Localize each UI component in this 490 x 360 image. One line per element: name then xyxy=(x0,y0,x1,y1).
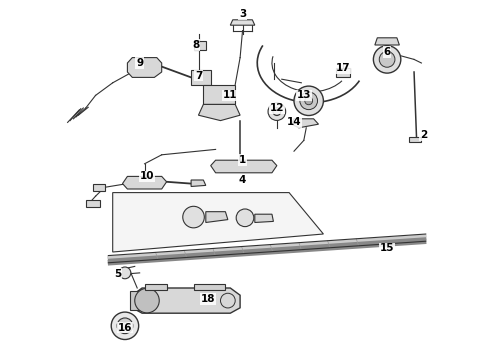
Circle shape xyxy=(379,51,395,67)
Polygon shape xyxy=(191,180,206,186)
Circle shape xyxy=(220,293,235,308)
Text: 14: 14 xyxy=(287,117,301,127)
Text: 15: 15 xyxy=(380,243,394,253)
Text: 3: 3 xyxy=(239,9,246,19)
Polygon shape xyxy=(127,58,162,77)
Text: 1: 1 xyxy=(239,155,246,165)
Circle shape xyxy=(305,97,313,105)
Polygon shape xyxy=(336,68,350,77)
Text: 8: 8 xyxy=(193,40,199,50)
Circle shape xyxy=(268,103,286,120)
Text: 18: 18 xyxy=(201,294,216,304)
Polygon shape xyxy=(375,38,399,45)
Text: 16: 16 xyxy=(118,323,132,333)
Text: 11: 11 xyxy=(223,90,238,100)
Circle shape xyxy=(273,108,281,116)
Polygon shape xyxy=(194,41,206,50)
Circle shape xyxy=(300,92,318,109)
Text: 5: 5 xyxy=(114,269,121,279)
Circle shape xyxy=(183,206,204,228)
Text: 7: 7 xyxy=(195,71,202,81)
Circle shape xyxy=(373,46,401,73)
Polygon shape xyxy=(132,288,240,313)
Text: 12: 12 xyxy=(270,103,284,113)
Text: 9: 9 xyxy=(136,58,143,68)
Polygon shape xyxy=(292,119,319,128)
Polygon shape xyxy=(113,193,323,252)
Circle shape xyxy=(119,267,131,279)
Polygon shape xyxy=(198,104,240,121)
Polygon shape xyxy=(145,284,167,290)
Polygon shape xyxy=(255,214,273,222)
Polygon shape xyxy=(93,184,105,191)
Polygon shape xyxy=(230,20,255,25)
Circle shape xyxy=(122,322,128,329)
Polygon shape xyxy=(206,212,228,222)
Circle shape xyxy=(135,288,159,313)
Text: 10: 10 xyxy=(140,171,154,181)
Polygon shape xyxy=(194,284,225,290)
Circle shape xyxy=(111,312,139,339)
Circle shape xyxy=(294,86,323,116)
Text: 17: 17 xyxy=(336,63,350,73)
Text: 13: 13 xyxy=(296,90,311,100)
Text: 4: 4 xyxy=(239,175,246,185)
Text: 2: 2 xyxy=(420,130,427,140)
Text: 6: 6 xyxy=(384,47,391,57)
Circle shape xyxy=(117,318,133,334)
Polygon shape xyxy=(86,200,100,207)
Polygon shape xyxy=(122,176,167,189)
Polygon shape xyxy=(203,85,235,104)
Circle shape xyxy=(236,209,254,227)
Polygon shape xyxy=(130,291,145,310)
Polygon shape xyxy=(409,137,421,142)
Polygon shape xyxy=(191,70,211,85)
Polygon shape xyxy=(211,160,277,173)
